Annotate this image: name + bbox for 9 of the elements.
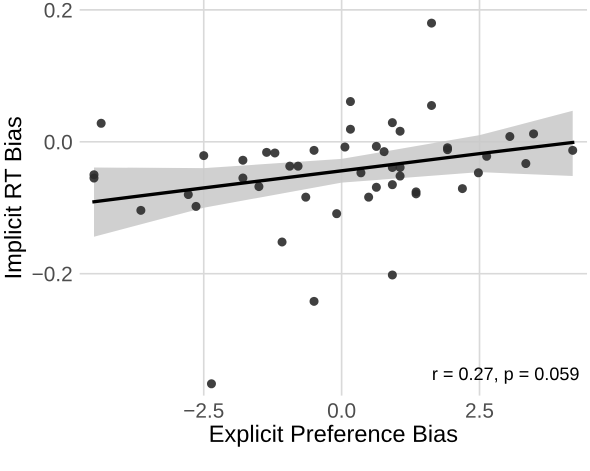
- y-axis-title: Implicit RT Bias: [4, 117, 26, 278]
- x-tick-label: 0.0: [328, 403, 356, 418]
- y-tick-label: 0.2: [44, 2, 72, 18]
- y-tick-label: −0.2: [32, 266, 72, 282]
- annotation: r = 0.27, p = 0.059: [433, 367, 579, 384]
- y-tick-label: 0.0: [44, 134, 72, 150]
- x-tick-label: 2.5: [466, 403, 494, 418]
- x-tick-label: −2.5: [184, 403, 224, 418]
- x-axis-title: Explicit Preference Bias: [210, 424, 458, 447]
